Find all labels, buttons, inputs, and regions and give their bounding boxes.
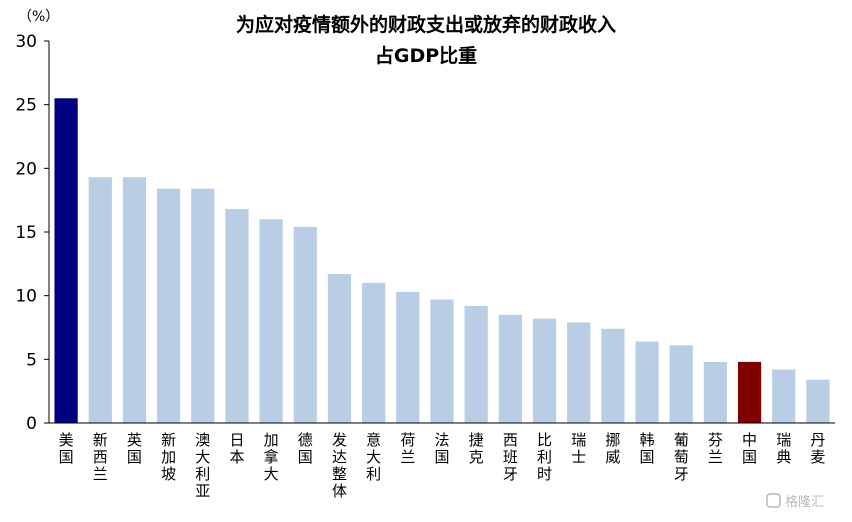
bars	[54, 98, 830, 424]
bar-0	[54, 98, 78, 424]
x-category-label: 英国	[127, 431, 142, 466]
bar-12	[464, 305, 488, 423]
x-category-label: 荷兰	[400, 431, 415, 466]
x-category-label: 瑞士	[571, 431, 586, 466]
x-category-label: 新西兰	[93, 431, 108, 483]
x-category-label: 加拿大	[264, 431, 279, 483]
y-axis: 0 5 10 15 20 25 30	[15, 32, 50, 434]
bar-22	[806, 379, 830, 423]
bar-13	[498, 314, 522, 423]
y-tick-label: 25	[15, 96, 37, 116]
bar-20	[737, 361, 762, 423]
x-category-label: 芬兰	[708, 431, 723, 466]
watermark-text: 格隆汇	[785, 494, 824, 510]
x-category-label: 丹麦	[810, 431, 825, 466]
watermark: 格隆汇	[766, 493, 824, 510]
bar-4	[191, 188, 215, 423]
bar-17	[635, 341, 659, 423]
x-category-label: 比利时	[537, 431, 552, 483]
chart-title-line-1: 为应对疫情额外的财政支出或放弃的财政收入	[236, 13, 616, 36]
bar-16	[601, 328, 625, 423]
bar-7	[293, 226, 317, 423]
watermark-logo-icon	[766, 493, 781, 508]
x-category-label: 捷克	[469, 431, 484, 466]
x-category-label: 新加坡	[161, 431, 176, 483]
bar-18	[669, 345, 693, 423]
bar-14	[532, 318, 557, 423]
y-axis-unit-label: （%）	[18, 9, 59, 25]
chart-title: 为应对疫情额外的财政支出或放弃的财政收入 占GDP比重	[236, 13, 616, 67]
bar-19	[703, 361, 728, 423]
bar-15	[567, 322, 591, 423]
bar-1	[88, 177, 112, 423]
x-category-label: 美国	[59, 431, 74, 466]
bar-9	[362, 282, 386, 423]
bar-21	[772, 369, 796, 423]
bar-8	[327, 274, 352, 423]
bar-3	[156, 188, 181, 423]
x-category-label: 葡萄牙	[674, 431, 689, 483]
x-category-label: 法国	[434, 431, 449, 466]
y-tick-label: 15	[15, 223, 37, 243]
y-tick-label: 10	[15, 287, 37, 307]
y-tick-label: 0	[26, 414, 37, 434]
x-category-label: 发达整体	[332, 431, 347, 500]
chart-title-line-2: 占GDP比重	[375, 44, 477, 67]
x-category-label: 德国	[298, 431, 313, 466]
x-category-label: 中国	[742, 431, 757, 466]
x-category-label: 意大利	[366, 431, 381, 483]
x-category-label: 澳大利亚	[195, 431, 210, 500]
x-category-label: 日本	[229, 431, 244, 466]
bar-5	[225, 209, 249, 423]
bar-2	[122, 177, 147, 423]
bar-11	[430, 299, 454, 423]
y-tick-label: 5	[26, 350, 37, 370]
y-tick-label: 20	[15, 159, 37, 179]
x-category-label: 挪威	[605, 431, 620, 466]
x-category-label: 韩国	[640, 431, 655, 466]
bar-10	[396, 291, 420, 423]
x-category-label: 瑞典	[776, 431, 791, 466]
y-tick-label: 30	[15, 32, 37, 52]
x-category-label: 西班牙	[503, 431, 518, 483]
bar-6	[259, 219, 283, 423]
